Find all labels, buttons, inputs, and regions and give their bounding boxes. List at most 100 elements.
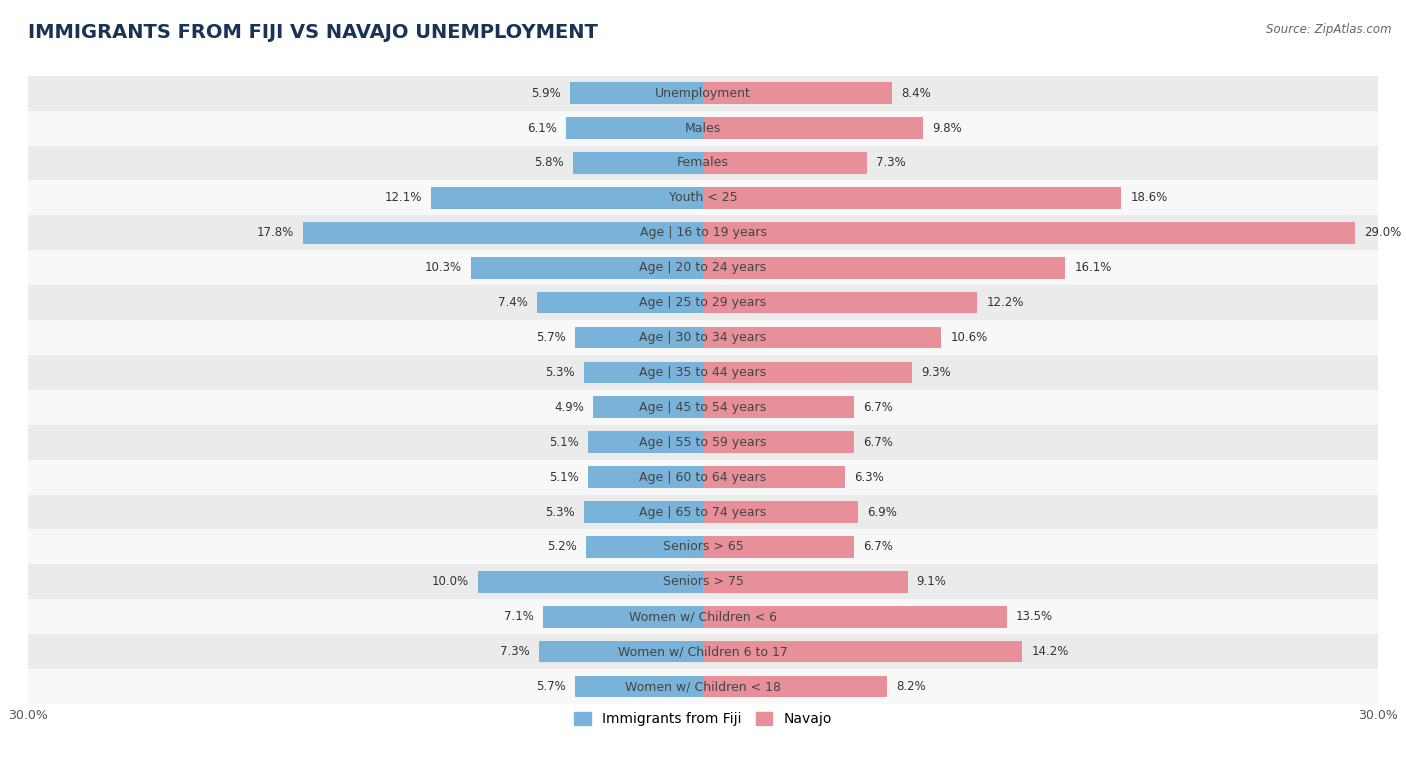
Text: 5.1%: 5.1% (550, 471, 579, 484)
Text: 6.9%: 6.9% (868, 506, 897, 519)
Text: Males: Males (685, 122, 721, 135)
Text: 5.7%: 5.7% (536, 680, 565, 693)
Text: 29.0%: 29.0% (1364, 226, 1402, 239)
Text: 7.3%: 7.3% (876, 157, 905, 170)
Bar (575, 327, 703, 348)
Text: Unemployment: Unemployment (655, 86, 751, 100)
Text: 10.0%: 10.0% (432, 575, 470, 588)
Bar (28, 529, 1378, 565)
Text: Age | 65 to 74 years: Age | 65 to 74 years (640, 506, 766, 519)
Bar (703, 291, 977, 313)
Text: Age | 25 to 29 years: Age | 25 to 29 years (640, 296, 766, 309)
Text: 13.5%: 13.5% (1015, 610, 1053, 623)
Bar (703, 641, 1022, 662)
Bar (28, 285, 1378, 320)
Bar (703, 606, 1007, 628)
Text: 5.7%: 5.7% (536, 331, 565, 344)
Text: 9.3%: 9.3% (921, 366, 950, 379)
Bar (28, 215, 1378, 251)
Bar (28, 355, 1378, 390)
Text: 5.2%: 5.2% (547, 540, 576, 553)
Text: 18.6%: 18.6% (1130, 192, 1167, 204)
Text: 9.8%: 9.8% (932, 122, 962, 135)
Text: Youth < 25: Youth < 25 (669, 192, 737, 204)
Text: 7.1%: 7.1% (505, 610, 534, 623)
Bar (703, 501, 858, 523)
Bar (28, 180, 1378, 215)
Text: 6.7%: 6.7% (863, 436, 893, 449)
Text: 9.1%: 9.1% (917, 575, 946, 588)
Text: 6.1%: 6.1% (527, 122, 557, 135)
Bar (703, 152, 868, 174)
Text: Seniors > 75: Seniors > 75 (662, 575, 744, 588)
Bar (537, 291, 703, 313)
Bar (703, 536, 853, 558)
Bar (302, 222, 703, 244)
Text: Females: Females (678, 157, 728, 170)
Bar (28, 600, 1378, 634)
Text: 14.2%: 14.2% (1032, 645, 1069, 658)
Text: 10.6%: 10.6% (950, 331, 987, 344)
Bar (703, 431, 853, 453)
Bar (572, 152, 703, 174)
Text: 6.3%: 6.3% (853, 471, 883, 484)
Bar (703, 571, 908, 593)
Text: 5.3%: 5.3% (546, 506, 575, 519)
Bar (28, 145, 1378, 180)
Bar (28, 425, 1378, 459)
Text: Seniors > 65: Seniors > 65 (662, 540, 744, 553)
Bar (543, 606, 703, 628)
Bar (588, 431, 703, 453)
Bar (28, 634, 1378, 669)
Bar (28, 111, 1378, 145)
Bar (28, 565, 1378, 600)
Text: Women w/ Children < 6: Women w/ Children < 6 (628, 610, 778, 623)
Text: 7.3%: 7.3% (501, 645, 530, 658)
Bar (703, 676, 887, 697)
Bar (478, 571, 703, 593)
Text: 8.4%: 8.4% (901, 86, 931, 100)
Text: 5.1%: 5.1% (550, 436, 579, 449)
Text: 7.4%: 7.4% (498, 296, 527, 309)
Text: 12.1%: 12.1% (384, 192, 422, 204)
Text: Age | 55 to 59 years: Age | 55 to 59 years (640, 436, 766, 449)
Text: Women w/ Children 6 to 17: Women w/ Children 6 to 17 (619, 645, 787, 658)
Text: Age | 20 to 24 years: Age | 20 to 24 years (640, 261, 766, 274)
Bar (703, 397, 853, 418)
Text: Age | 16 to 19 years: Age | 16 to 19 years (640, 226, 766, 239)
Text: Age | 30 to 34 years: Age | 30 to 34 years (640, 331, 766, 344)
Text: 6.7%: 6.7% (863, 540, 893, 553)
Bar (583, 362, 703, 383)
Bar (703, 257, 1066, 279)
Bar (430, 187, 703, 209)
Bar (565, 117, 703, 139)
Text: Women w/ Children < 18: Women w/ Children < 18 (626, 680, 780, 693)
Text: Source: ZipAtlas.com: Source: ZipAtlas.com (1267, 23, 1392, 36)
Text: IMMIGRANTS FROM FIJI VS NAVAJO UNEMPLOYMENT: IMMIGRANTS FROM FIJI VS NAVAJO UNEMPLOYM… (28, 23, 598, 42)
Bar (586, 536, 703, 558)
Bar (28, 669, 1378, 704)
Bar (593, 397, 703, 418)
Text: 16.1%: 16.1% (1074, 261, 1112, 274)
Bar (703, 83, 891, 104)
Bar (28, 320, 1378, 355)
Text: Age | 35 to 44 years: Age | 35 to 44 years (640, 366, 766, 379)
Bar (703, 362, 912, 383)
Text: 17.8%: 17.8% (256, 226, 294, 239)
Bar (571, 83, 703, 104)
Bar (28, 494, 1378, 529)
Bar (703, 466, 845, 488)
Bar (28, 251, 1378, 285)
Bar (28, 459, 1378, 494)
Bar (583, 501, 703, 523)
Bar (471, 257, 703, 279)
Text: 12.2%: 12.2% (987, 296, 1024, 309)
Text: 6.7%: 6.7% (863, 400, 893, 414)
Text: 4.9%: 4.9% (554, 400, 583, 414)
Bar (575, 676, 703, 697)
Legend: Immigrants from Fiji, Navajo: Immigrants from Fiji, Navajo (569, 706, 837, 731)
Bar (538, 641, 703, 662)
Bar (703, 222, 1355, 244)
Bar (703, 327, 942, 348)
Text: 5.9%: 5.9% (531, 86, 561, 100)
